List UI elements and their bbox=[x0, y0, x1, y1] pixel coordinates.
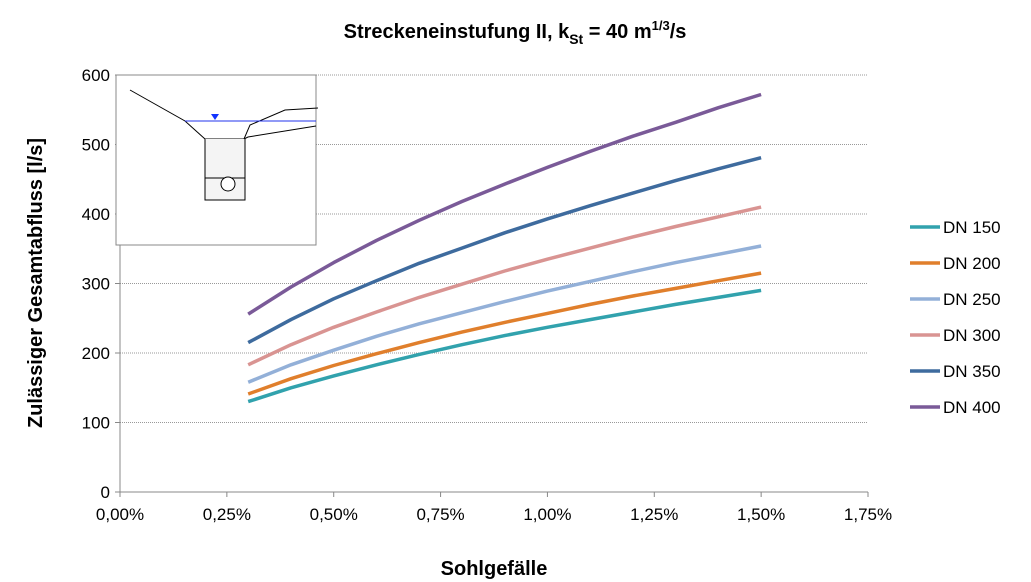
series-line bbox=[247, 288, 762, 404]
inset-road bbox=[243, 125, 317, 140]
y-axis-label: Zulässiger Gesamtabfluss [l/s] bbox=[25, 138, 47, 428]
chart-title: Streckeneinstufung II, kSt = 40 m1/3/s bbox=[344, 18, 687, 47]
x-tick-label: 0,00% bbox=[96, 505, 144, 524]
series-line bbox=[247, 205, 762, 367]
y-tick-label: 400 bbox=[82, 205, 110, 224]
x-axis-label: Sohlgefälle bbox=[441, 558, 548, 580]
y-tick-label: 300 bbox=[82, 275, 110, 294]
x-tick-label: 1,25% bbox=[630, 505, 678, 524]
title-part: = 40 m bbox=[583, 21, 651, 43]
x-tick-label: 1,50% bbox=[737, 505, 785, 524]
y-tick-label: 500 bbox=[82, 136, 110, 155]
legend-label: DN 250 bbox=[943, 290, 1001, 309]
x-tick-label: 1,75% bbox=[844, 505, 892, 524]
y-tick-label: 0 bbox=[101, 483, 110, 502]
x-tick-label: 1,00% bbox=[523, 505, 571, 524]
y-tick-label: 100 bbox=[82, 414, 110, 433]
title-part: /s bbox=[670, 21, 687, 43]
legend-label: DN 150 bbox=[943, 218, 1001, 237]
y-tick-label: 200 bbox=[82, 344, 110, 363]
x-tick-label: 0,50% bbox=[310, 505, 358, 524]
legend-label: DN 200 bbox=[943, 254, 1001, 273]
inset-pipe bbox=[220, 176, 236, 192]
series-line bbox=[247, 244, 762, 384]
inset-diagram bbox=[115, 74, 319, 246]
title-part: Streckeneinstufung II, k bbox=[344, 21, 570, 43]
x-tick-label: 0,75% bbox=[416, 505, 464, 524]
y-tick-label: 600 bbox=[82, 66, 110, 85]
title-superscript: 1/3 bbox=[652, 18, 670, 33]
legend-label: DN 350 bbox=[943, 362, 1001, 381]
series-line bbox=[247, 271, 762, 396]
inset-water-mark bbox=[211, 114, 219, 120]
legend-label: DN 400 bbox=[943, 398, 1001, 417]
plot-area: 0 100 200 300 400 500 600 0,00% 0,25% 0,50% 0,75% 1… bbox=[82, 66, 892, 524]
series-line bbox=[247, 92, 762, 316]
legend-label: DN 300 bbox=[943, 326, 1001, 345]
series-line bbox=[247, 156, 762, 345]
x-tick-label: 0,25% bbox=[203, 505, 251, 524]
title-subscript: St bbox=[569, 31, 583, 47]
